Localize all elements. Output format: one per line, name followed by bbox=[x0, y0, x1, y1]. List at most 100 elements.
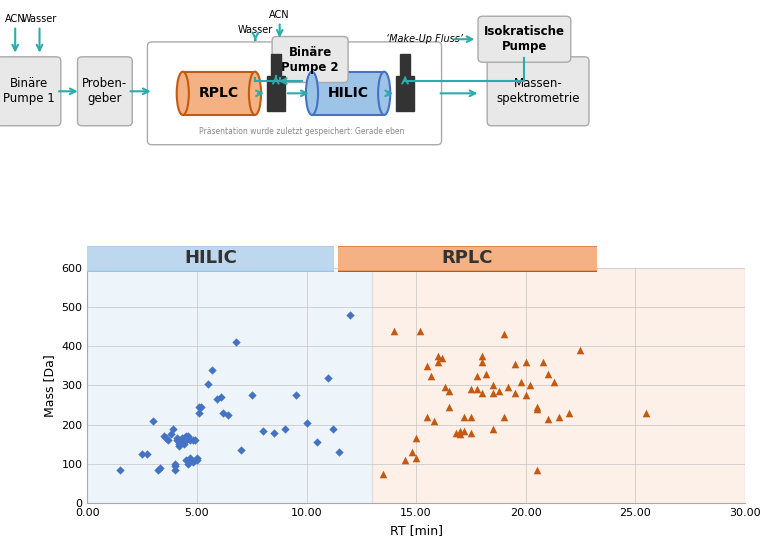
Point bbox=[278, 424, 290, 433]
Bar bbox=[87, 268, 372, 503]
Point bbox=[377, 470, 389, 478]
Point bbox=[548, 377, 560, 386]
Text: ACN: ACN bbox=[5, 14, 26, 24]
Point bbox=[169, 465, 181, 474]
Point bbox=[537, 358, 549, 366]
Text: HILIC: HILIC bbox=[185, 249, 237, 267]
Point bbox=[530, 465, 543, 474]
Point bbox=[432, 358, 444, 366]
Point bbox=[439, 383, 451, 392]
Point bbox=[188, 436, 201, 445]
Point bbox=[182, 434, 195, 443]
Point bbox=[166, 424, 179, 433]
Point bbox=[245, 391, 258, 400]
Point bbox=[217, 408, 230, 417]
Point bbox=[163, 436, 175, 445]
Point bbox=[640, 408, 652, 417]
Point bbox=[182, 460, 195, 469]
Point bbox=[465, 428, 477, 437]
Point bbox=[502, 383, 515, 392]
Point bbox=[414, 326, 426, 335]
Point bbox=[508, 389, 521, 398]
Point bbox=[524, 381, 536, 390]
Point bbox=[300, 418, 312, 427]
Point bbox=[147, 417, 160, 425]
Point bbox=[180, 432, 192, 441]
Point bbox=[421, 361, 433, 370]
Point bbox=[230, 338, 242, 347]
Point bbox=[388, 326, 401, 335]
FancyBboxPatch shape bbox=[331, 246, 604, 272]
Point bbox=[202, 379, 214, 388]
Point bbox=[178, 434, 190, 443]
Point bbox=[458, 412, 470, 421]
Point bbox=[520, 391, 532, 400]
Point bbox=[206, 366, 218, 374]
Text: ‘Make-Up Fluss’: ‘Make-Up Fluss’ bbox=[385, 34, 463, 44]
Point bbox=[406, 448, 418, 457]
Point bbox=[410, 434, 423, 443]
Point bbox=[257, 426, 269, 435]
Point bbox=[182, 432, 195, 441]
Point bbox=[443, 403, 455, 411]
Point bbox=[530, 405, 543, 413]
Point bbox=[178, 438, 190, 447]
FancyBboxPatch shape bbox=[272, 37, 348, 83]
Point bbox=[191, 454, 203, 463]
Text: Binäre
Pumpe 1: Binäre Pumpe 1 bbox=[3, 77, 55, 105]
Point bbox=[141, 450, 153, 458]
Y-axis label: Mass [Da]: Mass [Da] bbox=[43, 354, 55, 417]
Text: Wasser: Wasser bbox=[22, 14, 57, 24]
Point bbox=[486, 381, 499, 390]
Point bbox=[158, 432, 170, 441]
Point bbox=[436, 354, 448, 362]
Point bbox=[486, 389, 499, 398]
FancyBboxPatch shape bbox=[78, 57, 132, 126]
Point bbox=[235, 446, 247, 454]
Point bbox=[493, 387, 505, 395]
Point bbox=[428, 417, 440, 425]
FancyBboxPatch shape bbox=[147, 42, 442, 145]
Point bbox=[465, 385, 477, 394]
Point bbox=[173, 438, 185, 447]
Point bbox=[176, 438, 188, 447]
Point bbox=[136, 450, 148, 458]
Point bbox=[553, 412, 565, 421]
Point bbox=[211, 395, 223, 404]
Point bbox=[193, 408, 205, 417]
Point bbox=[454, 426, 466, 435]
Point bbox=[171, 436, 183, 445]
Point bbox=[173, 442, 185, 451]
Point bbox=[186, 436, 198, 445]
Point bbox=[458, 426, 470, 435]
Point bbox=[563, 408, 575, 417]
Point bbox=[421, 412, 433, 421]
Point bbox=[327, 424, 339, 433]
Point bbox=[195, 403, 207, 411]
Point bbox=[151, 465, 163, 474]
Point bbox=[399, 456, 411, 464]
Text: Proben-
geber: Proben- geber bbox=[82, 77, 128, 105]
FancyBboxPatch shape bbox=[80, 246, 342, 272]
Point bbox=[160, 434, 173, 443]
Point bbox=[515, 377, 527, 386]
Point bbox=[449, 428, 461, 437]
Ellipse shape bbox=[378, 72, 391, 115]
Point bbox=[471, 371, 483, 380]
Point bbox=[268, 428, 280, 437]
Point bbox=[508, 360, 521, 368]
Text: Wasser: Wasser bbox=[238, 25, 273, 35]
Point bbox=[165, 430, 177, 439]
Point bbox=[169, 460, 181, 469]
Text: Binäre
Pumpe 2: Binäre Pumpe 2 bbox=[281, 45, 339, 74]
X-axis label: RT [min]: RT [min] bbox=[390, 524, 442, 537]
Point bbox=[465, 412, 477, 421]
Text: ACN: ACN bbox=[269, 10, 290, 20]
Point bbox=[520, 358, 532, 366]
Point bbox=[322, 373, 334, 382]
Point bbox=[154, 464, 166, 472]
Point bbox=[312, 438, 324, 447]
Text: Präsentation wurde zuletzt gespeichert: Gerade eben: Präsentation wurde zuletzt gespeichert: … bbox=[199, 127, 404, 136]
Point bbox=[454, 430, 466, 439]
Bar bbox=[312, 71, 385, 115]
